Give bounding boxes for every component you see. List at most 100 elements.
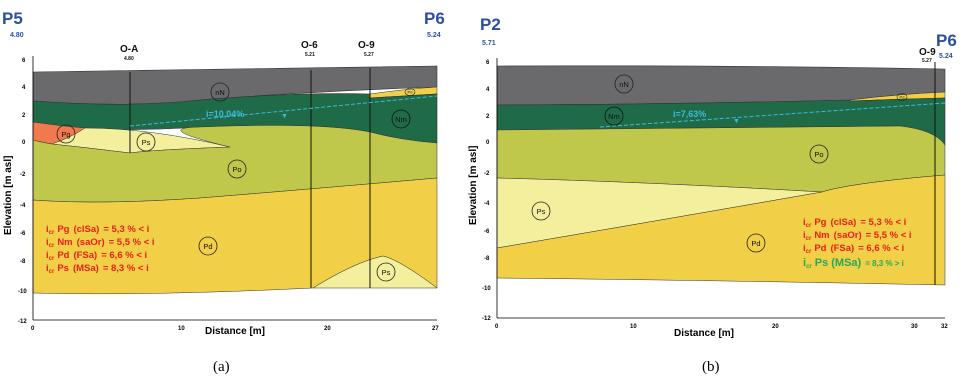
- svg-text:Nm: Nm: [608, 112, 620, 121]
- layer-label-ps-a: Ps: [136, 132, 156, 152]
- layer-label-pd-a: Pd: [198, 236, 218, 256]
- criteria-list-b: icr Pg (clSa) = 5,3 % < i icr Nm (saOr) = 5,5 …: [803, 217, 912, 270]
- x-axis-label-b: Distance [m]: [674, 328, 734, 339]
- gradient-label-a: i=10,04%: [206, 109, 244, 119]
- point-p5-elev: 4.80: [10, 32, 24, 39]
- y-tick: -2: [20, 172, 26, 178]
- svg-text:Ps: Ps: [142, 138, 151, 147]
- svg-text:Pd: Pd: [751, 239, 760, 248]
- well-elev-o6: 5.21: [305, 52, 315, 58]
- x-tick: 20: [324, 326, 331, 332]
- svg-text:Ps: Ps: [382, 268, 391, 277]
- point-p6-elev-b: 5.24: [939, 53, 953, 60]
- y-tick: -10: [482, 286, 491, 292]
- criterion-row: icr Pg (clSa) = 5,3 % < i: [46, 224, 149, 236]
- gradient-label-b: i=7,63%: [673, 109, 706, 119]
- y-axis-label-a: Elevation [m asl]: [3, 156, 14, 235]
- well-label-oa: O-A: [120, 44, 138, 55]
- criterion-row: icr Pg (clSa) = 5,3 % < i: [803, 217, 906, 229]
- water-marker-a: ▼: [281, 113, 288, 120]
- y-tick: 4: [22, 85, 26, 91]
- gradient-line-b: [599, 102, 946, 128]
- y-tick: 2: [22, 113, 26, 119]
- point-p6-label-b: P6: [936, 31, 957, 50]
- y-tick: -4: [20, 203, 26, 209]
- x-tick: 27: [432, 326, 439, 332]
- x-axis-label-a: Distance [m]: [205, 326, 265, 337]
- point-p6-label-a: P6: [424, 9, 445, 28]
- svg-text:Pg: Pg: [61, 130, 70, 139]
- layer-label-pg-a: Pg: [56, 124, 76, 144]
- well-label-o9-b: O-9: [919, 47, 936, 58]
- svg-text:Po: Po: [814, 150, 823, 159]
- layer-label-pd-b: Pd: [746, 233, 766, 253]
- svg-text:Nm: Nm: [395, 115, 407, 124]
- well-elev-o9: 5.27: [364, 52, 374, 58]
- x-tick: 10: [178, 326, 185, 332]
- y-tick: 0: [486, 140, 490, 146]
- criterion-row: icr Nm (saOr) = 5,5 % < i: [803, 230, 912, 242]
- y-tick: -2: [484, 171, 490, 177]
- point-p2-label: P2: [480, 15, 501, 34]
- layer-label-po-b: Po: [809, 144, 829, 164]
- y-axis-label-b: Elevation [m asl]: [468, 146, 479, 225]
- layer-label-nn-b: nN: [614, 74, 634, 94]
- point-p5-label: P5: [2, 9, 23, 28]
- criterion-row: icr Ps (MSa) = 8,3 % < i: [46, 263, 149, 275]
- y-ticks-b: 6 4 2 0 -2 -4 -6 -8 -10 -12: [482, 60, 491, 322]
- y-tick: -10: [18, 289, 27, 295]
- layer-label-nm-a: Nm: [391, 109, 411, 129]
- svg-text:nN: nN: [619, 80, 629, 89]
- caption-a: (a): [213, 359, 230, 375]
- y-tick: 6: [22, 58, 26, 64]
- caption-b: (b): [702, 359, 720, 375]
- point-p6-elev-a: 5.24: [427, 32, 441, 39]
- svg-text:Pd: Pd: [203, 242, 212, 251]
- layer-label-nn-a: nN: [210, 82, 230, 102]
- well-label-o9: O-9: [358, 40, 375, 51]
- x-tick: 10: [630, 324, 637, 330]
- y-tick: -8: [484, 256, 490, 262]
- y-tick: 6: [486, 60, 490, 66]
- layer-ps-bottom-a: [312, 255, 438, 289]
- well-elev-oa: 4.80: [124, 56, 134, 62]
- point-p2-elev: 5.71: [482, 40, 496, 47]
- y-tick: -6: [484, 229, 490, 235]
- svg-text:Pd: Pd: [900, 95, 905, 100]
- criteria-list-a: icr Pg (clSa) = 5,3 % < i icr Nm (saOr) = 5,5 …: [46, 224, 155, 275]
- criterion-row: icr Pd (FSa) = 6,6 % < i: [46, 250, 147, 262]
- criterion-row: icr Nm (saOr) = 5,5 % < i: [46, 237, 155, 249]
- y-tick: 4: [486, 87, 490, 93]
- svg-text:nN: nN: [215, 88, 225, 97]
- svg-text:Pd: Pd: [408, 90, 413, 95]
- x-tick: 32: [941, 324, 948, 330]
- y-ticks-a: 6 4 2 0 -2 -4 -6 -8 -10 -12: [18, 58, 27, 325]
- y-tick: -8: [20, 259, 26, 265]
- y-tick: -4: [484, 201, 490, 207]
- y-tick: 2: [486, 114, 490, 120]
- y-tick: -6: [20, 231, 26, 237]
- y-tick: 0: [22, 140, 26, 146]
- x-ticks-a: 0 10 20 27: [31, 326, 439, 332]
- layer-label-po-a: Po: [227, 159, 247, 179]
- svg-text:Po: Po: [232, 165, 241, 174]
- x-ticks-b: 0 10 20 30 32: [495, 324, 948, 330]
- panel-a: ▼ i=10,04% 6 4 2 0 -2 -4 -6 -8 -10 -12 0…: [2, 9, 445, 375]
- x-tick: 30: [911, 324, 918, 330]
- layer-label-nm-b: Nm: [604, 106, 624, 126]
- y-tick: -12: [18, 319, 27, 325]
- layer-label-ps-bottom-a: Ps: [376, 262, 396, 282]
- criterion-row-pass: icr Ps (MSa) = 8,3 % > i: [803, 257, 904, 270]
- layer-label-pd-top-b: Pd: [896, 93, 908, 101]
- layer-label-ps-b: Ps: [531, 201, 551, 221]
- layer-pd-b: [496, 174, 946, 286]
- water-marker-b: ▼: [733, 118, 740, 125]
- x-tick: 0: [31, 326, 35, 332]
- criterion-row: icr Pd (FSa) = 6,6 % < i: [803, 243, 904, 255]
- layer-label-pd-top-a: Pd: [404, 88, 416, 96]
- y-tick: -12: [482, 316, 491, 322]
- well-label-o6: O-6: [301, 40, 318, 51]
- gradient-line-a: [129, 95, 438, 127]
- svg-text:Ps: Ps: [537, 207, 546, 216]
